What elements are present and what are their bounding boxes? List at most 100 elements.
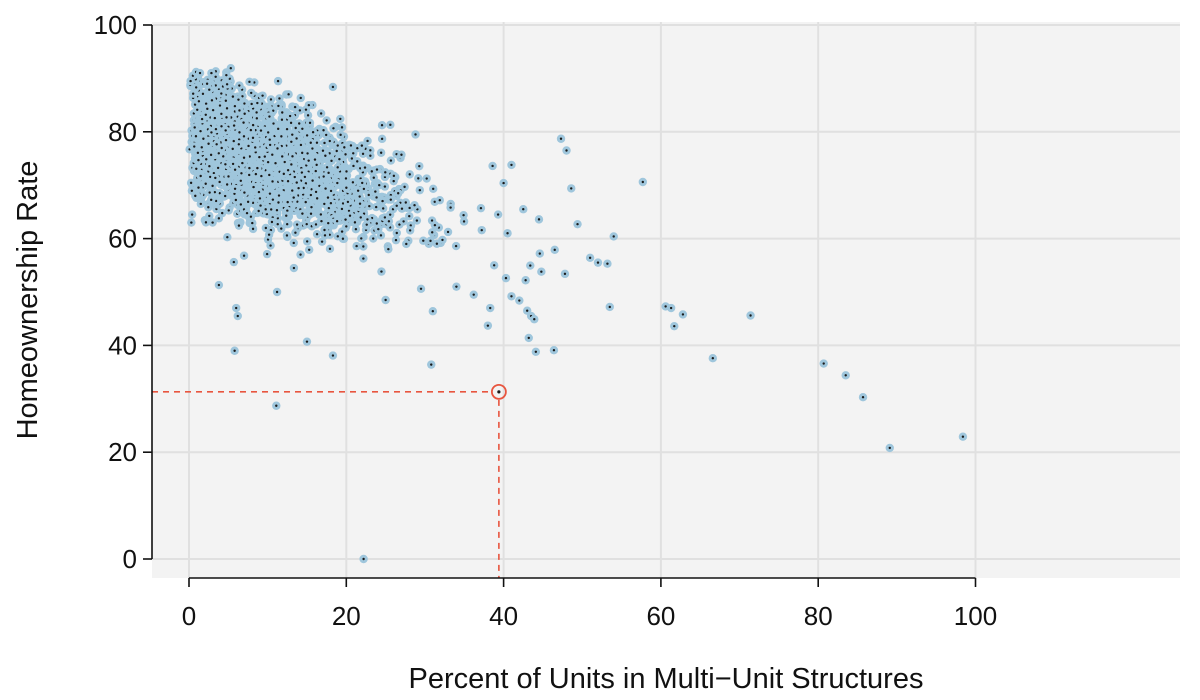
data-point xyxy=(399,217,408,226)
data-point xyxy=(268,150,277,159)
data-point xyxy=(212,140,221,149)
grid-lines xyxy=(152,22,1180,578)
data-point xyxy=(311,166,320,176)
data-point xyxy=(208,181,217,191)
data-point xyxy=(329,124,338,133)
data-point xyxy=(266,95,276,104)
data-point xyxy=(430,220,440,230)
data-point xyxy=(248,120,258,130)
data-point xyxy=(207,96,217,105)
data-point xyxy=(493,210,503,219)
data-point xyxy=(263,157,273,167)
data-point xyxy=(224,172,233,181)
data-point xyxy=(248,133,258,143)
data-point xyxy=(230,184,240,193)
data-point xyxy=(451,241,461,251)
data-point xyxy=(194,155,203,165)
data-point xyxy=(308,128,318,137)
data-point xyxy=(363,136,372,146)
data-point xyxy=(243,197,253,207)
data-point xyxy=(562,146,571,155)
data-point xyxy=(459,210,468,220)
data-point xyxy=(289,263,299,273)
data-point xyxy=(885,443,894,453)
data-point xyxy=(217,122,226,131)
data-point xyxy=(239,118,248,127)
data-point xyxy=(211,173,220,183)
data-point xyxy=(397,150,406,159)
data-point xyxy=(336,114,345,124)
data-point xyxy=(301,105,311,114)
data-point xyxy=(282,231,292,240)
data-point xyxy=(333,141,342,150)
data-point xyxy=(357,141,367,150)
data-point xyxy=(312,229,322,239)
data-point xyxy=(220,191,230,201)
data-point xyxy=(283,177,293,186)
data-point xyxy=(190,123,199,132)
data-point xyxy=(488,161,497,171)
data-point xyxy=(258,91,267,100)
data-point xyxy=(550,245,559,255)
data-point xyxy=(283,197,292,207)
data-point xyxy=(507,160,516,170)
y-axis-title: Homeownership Rate xyxy=(12,161,44,440)
data-point xyxy=(333,178,342,188)
data-point xyxy=(477,225,486,235)
data-point xyxy=(603,259,612,268)
data-point xyxy=(319,172,328,181)
data-point xyxy=(298,209,307,218)
data-point xyxy=(247,88,256,98)
data-point xyxy=(204,203,213,212)
data-point xyxy=(302,337,312,346)
data-point xyxy=(483,321,493,330)
data-point xyxy=(343,197,353,207)
data-point xyxy=(556,134,566,143)
data-point xyxy=(280,157,289,167)
data-point xyxy=(414,174,423,183)
data-point xyxy=(328,82,338,92)
data-point xyxy=(573,219,582,229)
data-point xyxy=(392,201,401,210)
data-point xyxy=(319,126,328,135)
data-point xyxy=(355,199,365,208)
data-point xyxy=(377,120,387,130)
data-point xyxy=(325,244,335,254)
data-point xyxy=(335,154,344,164)
data-point xyxy=(286,118,296,128)
data-point xyxy=(515,296,524,305)
data-point xyxy=(320,225,329,235)
data-point xyxy=(301,197,310,207)
data-point xyxy=(302,237,312,246)
data-point xyxy=(507,292,516,301)
data-point xyxy=(322,116,331,125)
data-point xyxy=(194,97,204,106)
data-point xyxy=(366,146,375,155)
data-point xyxy=(312,194,322,203)
data-point xyxy=(708,354,718,363)
data-point xyxy=(247,99,256,109)
data-point xyxy=(341,150,350,159)
data-point xyxy=(206,195,216,205)
data-point xyxy=(235,81,244,90)
data-point xyxy=(377,134,387,144)
data-point xyxy=(196,171,205,181)
data-point xyxy=(392,228,401,238)
data-point xyxy=(841,371,850,380)
data-point xyxy=(222,104,232,113)
data-points xyxy=(185,64,968,564)
x-tick-label: 80 xyxy=(804,601,833,631)
data-point xyxy=(549,346,559,355)
data-point xyxy=(358,149,368,159)
data-point xyxy=(214,280,224,290)
data-point xyxy=(524,333,533,343)
data-point xyxy=(469,290,478,299)
data-point xyxy=(296,93,305,103)
data-point xyxy=(391,235,401,245)
data-point xyxy=(245,163,254,173)
data-point xyxy=(381,295,390,305)
data-point xyxy=(359,242,368,251)
data-point xyxy=(317,216,326,226)
data-point xyxy=(384,244,393,254)
data-point xyxy=(222,80,232,89)
